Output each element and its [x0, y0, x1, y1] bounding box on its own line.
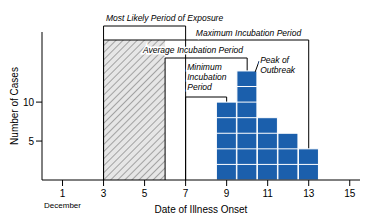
- svg-text:10: 10: [23, 97, 35, 108]
- svg-text:Date of Illness Onset: Date of Illness Onset: [155, 204, 248, 215]
- svg-text:December: December: [44, 201, 81, 210]
- svg-text:15: 15: [344, 188, 356, 199]
- svg-text:Maximum Incubation Period: Maximum Incubation Period: [196, 28, 302, 38]
- svg-text:9: 9: [224, 188, 230, 199]
- svg-text:13: 13: [303, 188, 315, 199]
- svg-text:Peak of: Peak of: [260, 55, 290, 65]
- svg-text:Number of Cases: Number of Cases: [9, 67, 20, 145]
- svg-text:1: 1: [60, 188, 66, 199]
- svg-text:11: 11: [262, 188, 273, 199]
- svg-text:5: 5: [28, 136, 34, 147]
- svg-text:Period: Period: [187, 82, 212, 92]
- svg-text:Most Likely Period of Exposure: Most Likely Period of Exposure: [106, 13, 223, 23]
- svg-text:Average Incubation Period: Average Incubation Period: [142, 45, 243, 55]
- svg-text:3: 3: [101, 188, 107, 199]
- svg-text:5: 5: [142, 188, 148, 199]
- svg-text:Minimum: Minimum: [187, 62, 221, 72]
- svg-text:Incubation: Incubation: [187, 72, 226, 82]
- svg-text:7: 7: [183, 188, 189, 199]
- svg-text:Outbreak: Outbreak: [260, 65, 296, 75]
